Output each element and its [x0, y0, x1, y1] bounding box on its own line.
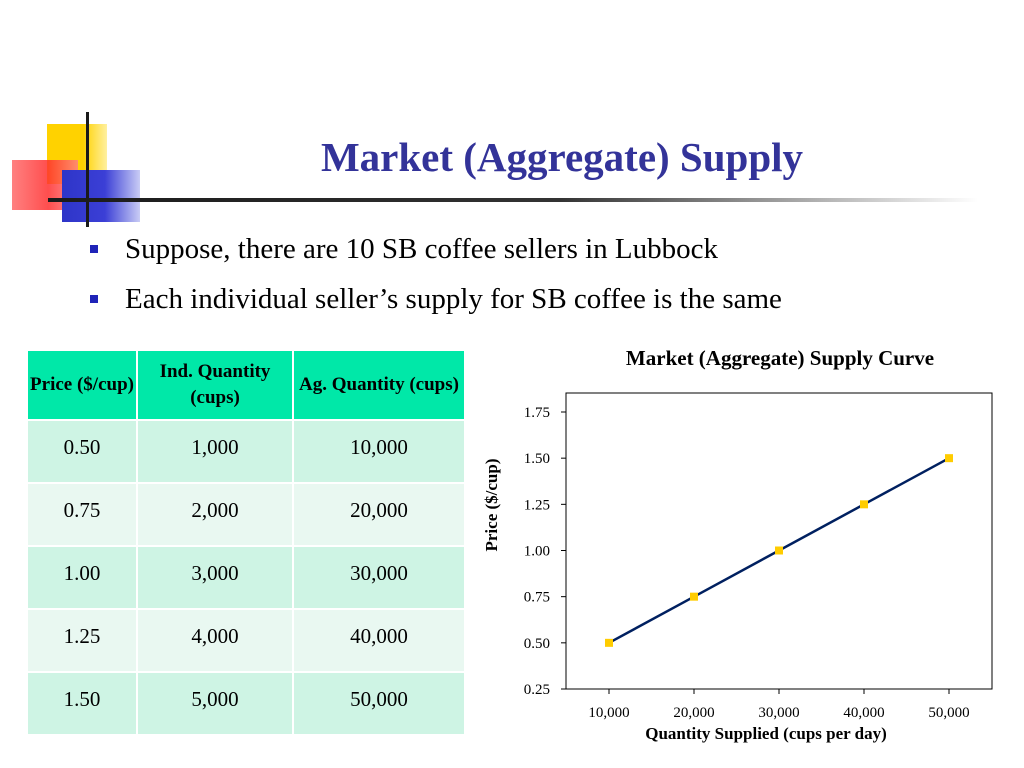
cell-ag-quantity: 40,000 — [292, 608, 466, 673]
cell-ind-quantity: 5,000 — [136, 671, 294, 736]
header-price: Price ($/cup) — [26, 349, 138, 421]
table-row: 0.50 1,000 10,000 — [26, 419, 466, 484]
table-header-row: Price ($/cup) Ind. Quantity (cups) Ag. Q… — [26, 349, 466, 421]
data-point-marker — [860, 500, 868, 509]
table-row: 1.50 5,000 50,000 — [26, 671, 466, 736]
x-tick-label: 50,000 — [928, 705, 969, 721]
cell-ind-quantity: 3,000 — [136, 545, 294, 610]
bullet-square-icon — [90, 245, 98, 253]
table-row: 1.25 4,000 40,000 — [26, 608, 466, 673]
cell-ag-quantity: 10,000 — [292, 419, 466, 484]
y-tick-label: 1.25 — [524, 497, 550, 513]
data-point-marker — [690, 592, 698, 601]
logo-graphic — [0, 0, 160, 240]
y-tick-label: 0.25 — [524, 682, 550, 698]
header-ag-quantity: Ag. Quantity (cups) — [292, 349, 466, 421]
y-tick-label: 0.75 — [524, 590, 550, 606]
data-point-marker — [605, 638, 613, 647]
table-row: 0.75 2,000 20,000 — [26, 482, 466, 547]
bullet-text: Suppose, there are 10 SB coffee sellers … — [125, 233, 718, 265]
slide-title: Market (Aggregate) Supply — [320, 134, 804, 180]
bullet-text: Each individual seller’s supply for SB c… — [125, 283, 782, 315]
y-tick-label: 1.50 — [524, 451, 550, 467]
plot-area-frame — [565, 392, 993, 690]
x-tick-label: 10,000 — [588, 705, 629, 721]
cell-ag-quantity: 50,000 — [292, 671, 466, 736]
header-ind-quantity: Ind. Quantity (cups) — [136, 349, 294, 421]
table-row: 1.00 3,000 30,000 — [26, 545, 466, 610]
cell-ind-quantity: 4,000 — [136, 608, 294, 673]
x-tick-label: 30,000 — [758, 705, 799, 721]
cell-price: 1.50 — [26, 671, 138, 736]
x-axis-label: Quantity Supplied (cups per day) — [645, 724, 887, 743]
cell-ind-quantity: 1,000 — [136, 419, 294, 484]
cell-price: 0.50 — [26, 419, 138, 484]
cell-price: 1.00 — [26, 545, 138, 610]
data-point-marker — [945, 454, 953, 463]
supply-table: Price ($/cup) Ind. Quantity (cups) Ag. Q… — [26, 349, 466, 736]
cell-ag-quantity: 30,000 — [292, 545, 466, 610]
logo-blue-square — [62, 170, 140, 222]
cell-ag-quantity: 20,000 — [292, 482, 466, 547]
cell-price: 1.25 — [26, 608, 138, 673]
logo-vertical-line — [86, 112, 89, 227]
y-tick-label: 1.00 — [524, 544, 550, 560]
x-tick-label: 40,000 — [843, 705, 884, 721]
bullet-square-icon — [90, 295, 98, 303]
data-point-marker — [775, 546, 783, 555]
supply-curve-chart: 0.25 0.50 0.75 1.00 1.25 1.50 1.75 10,000 20,000… — [524, 392, 993, 721]
y-tick-label: 1.75 — [524, 405, 550, 421]
chart-title: Market (Aggregate) Supply Curve — [625, 346, 935, 370]
y-tick-label: 0.50 — [524, 636, 550, 652]
cell-price: 0.75 — [26, 482, 138, 547]
title-divider — [48, 198, 978, 202]
x-tick-label: 20,000 — [673, 705, 714, 721]
y-axis-label: Price ($/cup) — [482, 458, 501, 552]
cell-ind-quantity: 2,000 — [136, 482, 294, 547]
